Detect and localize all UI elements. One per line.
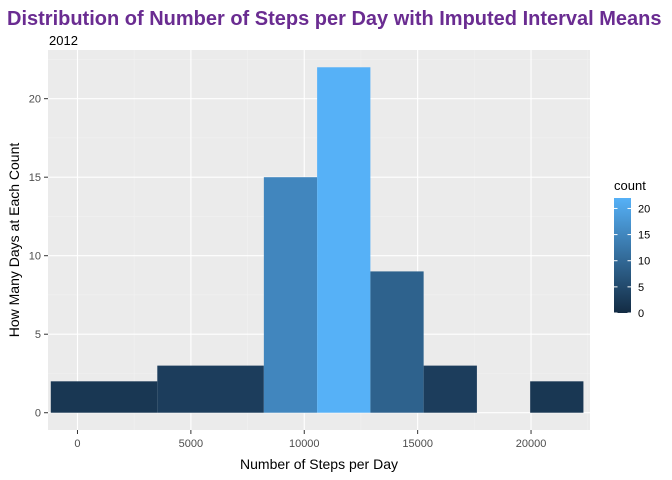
x-tick-label: 5000 [179, 438, 203, 450]
y-tick-label: 20 [29, 94, 41, 106]
x-tick-label: 20000 [516, 438, 547, 450]
chart-subtitle: 2012 [49, 33, 78, 48]
legend-tick-label: 10 [638, 256, 650, 268]
histogram-bar [50, 381, 158, 413]
legend-title: count [614, 178, 646, 193]
color-legend: count 0 5 10 15 20 [614, 178, 650, 320]
legend-tick-label: 20 [638, 203, 650, 215]
histogram-bars [50, 67, 584, 413]
y-axis: 0 5 10 15 20 [29, 94, 48, 420]
x-tick-label: 0 [74, 438, 80, 450]
x-axis-title: Number of Steps per Day [240, 456, 398, 472]
y-tick-label: 0 [35, 408, 41, 420]
histogram-bar [423, 365, 477, 413]
y-tick-label: 5 [35, 329, 41, 341]
y-tick-label: 15 [29, 172, 41, 184]
legend-tick-label: 5 [638, 282, 644, 294]
histogram-bar [370, 271, 424, 413]
chart-title: Distribution of Number of Steps per Day … [7, 8, 662, 30]
legend-tick-label: 0 [638, 308, 644, 320]
x-tick-label: 15000 [402, 438, 433, 450]
x-tick-label: 10000 [289, 438, 320, 450]
legend-colorbar [614, 198, 631, 313]
histogram-bar [157, 365, 264, 413]
histogram-bar [530, 381, 584, 413]
y-tick-label: 10 [29, 251, 41, 263]
histogram-bar [263, 177, 318, 413]
legend-ticks: 0 5 10 15 20 [614, 203, 650, 320]
y-axis-title: How Many Days at Each Count [6, 143, 22, 338]
histogram-bar [317, 67, 371, 413]
legend-tick-label: 15 [638, 230, 650, 242]
x-axis: 0 5000 10000 15000 20000 [74, 430, 546, 450]
